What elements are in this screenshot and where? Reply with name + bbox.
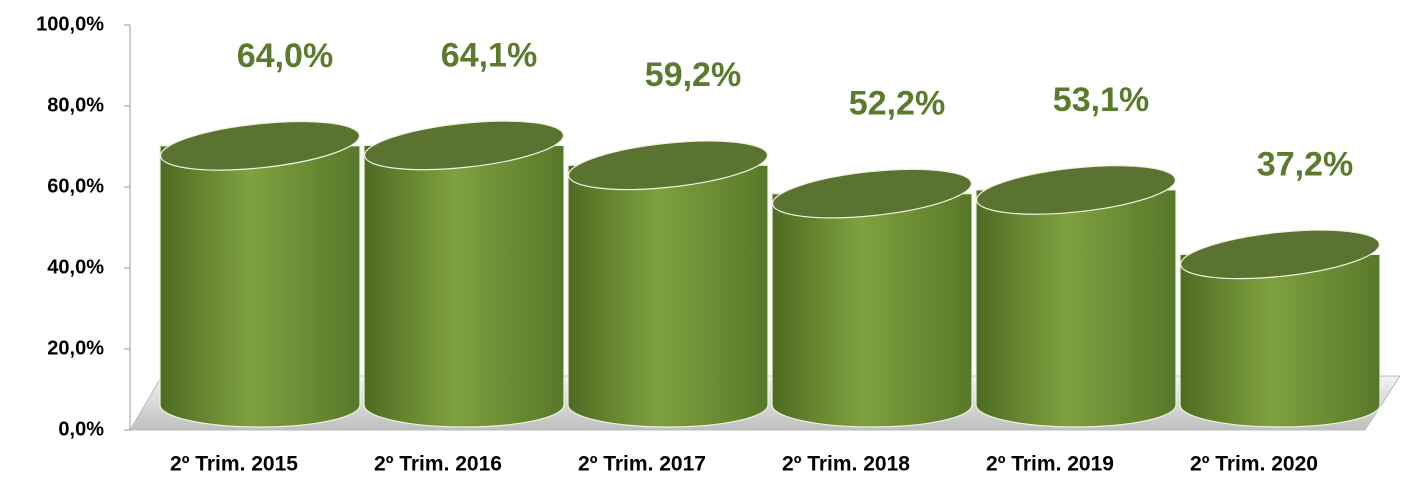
bar-body <box>567 164 769 428</box>
value-label: 64,1% <box>441 36 537 74</box>
bar <box>567 140 769 428</box>
bar <box>159 120 361 428</box>
value-label: 53,1% <box>1053 81 1149 119</box>
y-tick-label: 40,0% <box>47 256 104 278</box>
bar-top <box>771 168 973 219</box>
y-tick-label: 0,0% <box>58 418 104 440</box>
bar-top <box>1179 229 1381 280</box>
bar-body <box>1179 253 1381 428</box>
value-label: 37,2% <box>1257 145 1353 183</box>
x-tick-label: 2º Trim. 2015 <box>170 453 298 476</box>
value-label: 59,2% <box>645 56 741 94</box>
x-tick-label: 2º Trim. 2016 <box>374 453 502 476</box>
y-tick-label: 100,0% <box>36 13 104 35</box>
bar-top <box>975 165 1177 215</box>
x-tick-label: 2º Trim. 2019 <box>986 453 1114 476</box>
x-tick-label: 2º Trim. 2018 <box>782 453 910 476</box>
bar-top <box>363 120 565 171</box>
value-label: 64,0% <box>237 37 333 75</box>
x-tick-label: 2º Trim. 2020 <box>1190 453 1318 476</box>
bar-top <box>159 120 361 171</box>
bar-top <box>567 140 769 191</box>
bar-body <box>159 145 361 428</box>
bar <box>975 165 1177 428</box>
bar-body <box>975 189 1177 428</box>
x-tick-label: 2º Trim. 2017 <box>578 453 706 476</box>
y-tick-label: 60,0% <box>47 175 104 197</box>
bar-body <box>771 192 973 428</box>
y-tick-label: 80,0% <box>47 94 104 116</box>
bar-body <box>363 144 565 428</box>
bar <box>363 120 565 428</box>
bar <box>1179 229 1381 428</box>
y-tick-label: 20,0% <box>47 337 104 359</box>
bar <box>771 168 973 428</box>
value-label: 52,2% <box>849 85 945 123</box>
